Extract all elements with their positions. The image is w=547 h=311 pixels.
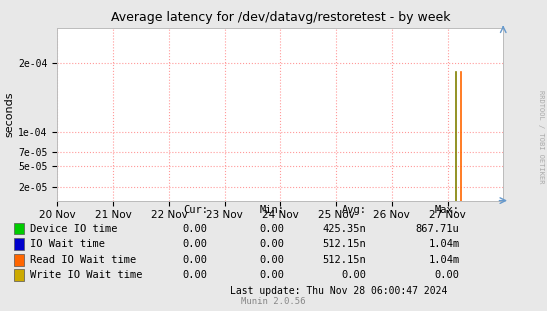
Y-axis label: seconds: seconds bbox=[4, 91, 14, 137]
Text: 867.71u: 867.71u bbox=[416, 224, 459, 234]
Text: 512.15n: 512.15n bbox=[323, 255, 366, 265]
Text: Munin 2.0.56: Munin 2.0.56 bbox=[241, 297, 306, 306]
Text: Write IO Wait time: Write IO Wait time bbox=[30, 270, 143, 280]
Text: IO Wait time: IO Wait time bbox=[30, 239, 105, 249]
Text: 0.00: 0.00 bbox=[259, 224, 284, 234]
Text: 1.04m: 1.04m bbox=[428, 239, 459, 249]
Text: 1.04m: 1.04m bbox=[428, 255, 459, 265]
Text: Cur:: Cur: bbox=[183, 205, 208, 215]
Text: Max:: Max: bbox=[434, 205, 459, 215]
Text: Device IO time: Device IO time bbox=[30, 224, 118, 234]
Text: RRDTOOL / TOBI OETIKER: RRDTOOL / TOBI OETIKER bbox=[538, 90, 544, 183]
Text: 0.00: 0.00 bbox=[434, 270, 459, 280]
Text: Avg:: Avg: bbox=[341, 205, 366, 215]
Text: 0.00: 0.00 bbox=[183, 239, 208, 249]
Text: 0.00: 0.00 bbox=[259, 255, 284, 265]
Text: 0.00: 0.00 bbox=[183, 224, 208, 234]
Text: 0.00: 0.00 bbox=[259, 239, 284, 249]
Text: 512.15n: 512.15n bbox=[323, 239, 366, 249]
Text: 425.35n: 425.35n bbox=[323, 224, 366, 234]
Title: Average latency for /dev/datavg/restoretest - by week: Average latency for /dev/datavg/restoret… bbox=[110, 11, 450, 24]
Text: 0.00: 0.00 bbox=[341, 270, 366, 280]
Text: Last update: Thu Nov 28 06:00:47 2024: Last update: Thu Nov 28 06:00:47 2024 bbox=[230, 286, 448, 296]
Text: 0.00: 0.00 bbox=[183, 270, 208, 280]
Text: Min:: Min: bbox=[259, 205, 284, 215]
Text: 0.00: 0.00 bbox=[183, 255, 208, 265]
Text: 0.00: 0.00 bbox=[259, 270, 284, 280]
Text: Read IO Wait time: Read IO Wait time bbox=[30, 255, 136, 265]
